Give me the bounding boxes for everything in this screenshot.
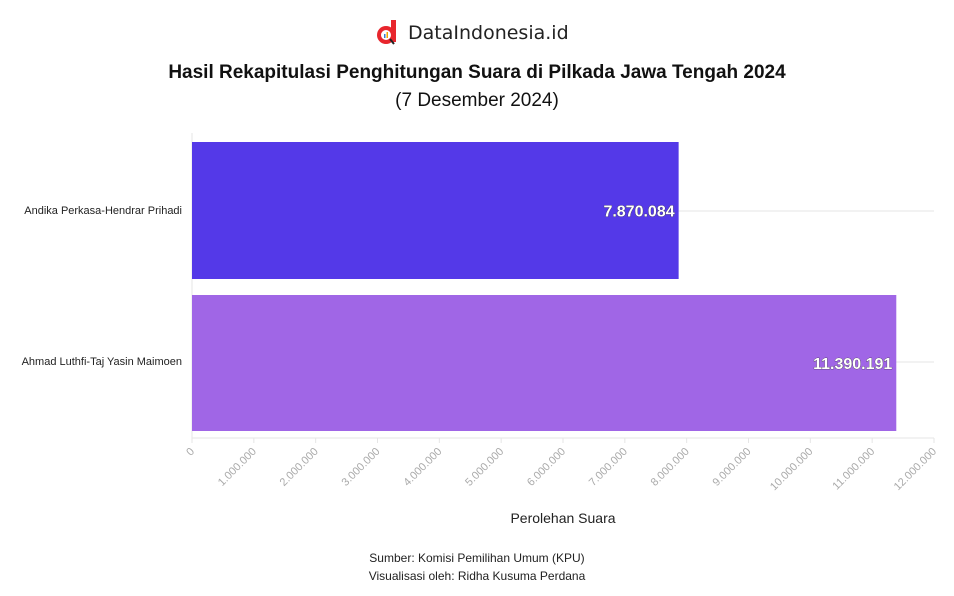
x-tick-label: 10.000.000	[768, 446, 815, 493]
x-tick-label: 12.000.000	[892, 446, 939, 493]
x-tick-label: 5.000.000	[463, 446, 506, 489]
category-label: Ahmad Luthfi-Taj Yasin Maimoen	[21, 356, 182, 368]
category-label: Andika Perkasa-Hendrar Prihadi	[24, 205, 182, 217]
bar	[192, 295, 897, 431]
brand-name: DataIndonesia.id	[408, 22, 569, 44]
x-tick-label: 9.000.000	[711, 446, 754, 489]
x-tick-label: 0	[184, 446, 197, 459]
data-label: 11.390.191	[813, 356, 892, 373]
x-tick-label: 2.000.000	[278, 446, 321, 489]
x-tick-label: 7.000.000	[587, 446, 630, 489]
x-tick-label: 6.000.000	[525, 446, 568, 489]
x-tick-label: 8.000.000	[649, 446, 692, 489]
x-tick-label: 11.000.000	[830, 446, 877, 493]
brand-logo: DataIndonesia.id	[376, 20, 569, 46]
magnifier-logo-icon	[377, 20, 396, 45]
x-tick-label: 1.000.000	[216, 446, 259, 489]
bar	[192, 142, 679, 279]
chart-subtitle: (7 Desember 2024)	[395, 90, 559, 111]
x-tick-label: 4.000.000	[401, 446, 444, 489]
x-axis-label: Perolehan Suara	[510, 510, 616, 526]
x-tick-label: 3.000.000	[340, 446, 383, 489]
credit-note: Visualisasi oleh: Ridha Kusuma Perdana	[368, 569, 586, 583]
data-label: 7.870.084	[603, 204, 674, 221]
chart-title: Hasil Rekapitulasi Penghitungan Suara di…	[168, 62, 786, 83]
source-note: Sumber: Komisi Pemilihan Umum (KPU)	[369, 551, 585, 565]
